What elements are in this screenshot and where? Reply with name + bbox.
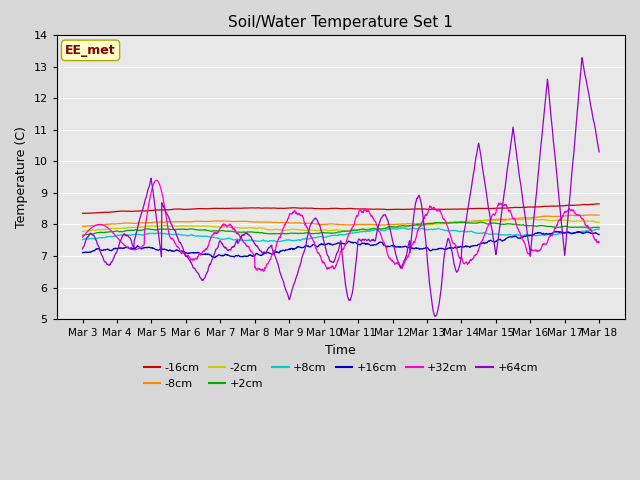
+64cm [578,55,586,60]
+16cm [140,245,147,251]
+32cm [118,240,126,246]
-8cm [119,220,127,226]
Line: -16cm: -16cm [83,204,599,214]
+16cm [551,228,559,234]
+32cm [79,234,86,240]
Line: +2cm: +2cm [83,222,599,235]
+8cm [595,227,603,232]
+2cm [79,232,87,238]
Legend: -16cm, -8cm, -2cm, +2cm, +8cm, +16cm, +32cm, +64cm: -16cm, -8cm, -2cm, +2cm, +8cm, +16cm, +3… [139,359,543,393]
-2cm [528,216,536,222]
+32cm [309,238,317,243]
+16cm [309,242,317,248]
+16cm [318,241,326,247]
Line: -8cm: -8cm [83,215,599,227]
+8cm [298,237,306,242]
+2cm [298,230,306,236]
+64cm [79,246,86,252]
+8cm [79,237,86,242]
+32cm [260,268,268,274]
+16cm [211,255,219,261]
-16cm [373,206,381,212]
-8cm [309,220,317,226]
-8cm [595,212,603,218]
+32cm [595,239,603,245]
+32cm [140,242,147,248]
+64cm [298,255,305,261]
+2cm [477,219,484,225]
-2cm [318,227,326,233]
-2cm [298,227,305,233]
-16cm [79,210,86,216]
+2cm [309,231,317,237]
-16cm [140,208,148,214]
-2cm [140,224,147,230]
-16cm [298,205,306,211]
+8cm [118,232,126,238]
Y-axis label: Temperature (C): Temperature (C) [15,126,28,228]
+2cm [318,230,326,236]
Line: +32cm: +32cm [83,180,599,271]
+8cm [397,225,405,231]
+64cm [318,229,326,235]
+64cm [595,149,603,155]
Line: +16cm: +16cm [83,231,599,258]
Text: EE_met: EE_met [65,44,116,57]
-8cm [79,223,86,229]
-2cm [79,228,86,234]
-2cm [118,225,126,231]
+64cm [372,231,380,237]
+32cm [152,178,160,183]
-16cm [318,206,326,212]
+16cm [373,241,381,247]
-16cm [119,208,127,214]
+16cm [118,245,126,251]
-16cm [309,205,317,211]
+8cm [373,227,381,233]
-2cm [308,227,316,233]
-16cm [594,201,602,207]
+64cm [431,313,439,319]
-8cm [373,222,381,228]
-8cm [318,222,326,228]
+64cm [118,233,126,239]
-2cm [372,227,380,232]
Line: +8cm: +8cm [83,228,599,242]
-2cm [595,219,603,225]
+32cm [373,224,381,229]
+8cm [273,239,281,245]
+8cm [309,235,317,240]
+64cm [140,204,147,209]
-16cm [79,211,87,216]
-8cm [79,224,87,229]
+2cm [79,232,86,238]
-16cm [595,201,603,207]
+2cm [595,225,603,230]
+16cm [298,245,306,251]
+32cm [319,260,326,265]
+8cm [318,234,326,240]
Line: -2cm: -2cm [83,219,599,231]
+2cm [119,228,127,234]
Line: +64cm: +64cm [83,58,599,316]
+64cm [308,218,316,224]
+16cm [595,231,603,237]
+2cm [140,227,148,232]
X-axis label: Time: Time [326,344,356,357]
-8cm [140,220,148,226]
+32cm [299,213,307,218]
-8cm [588,212,595,217]
+2cm [373,226,381,232]
Title: Soil/Water Temperature Set 1: Soil/Water Temperature Set 1 [228,15,453,30]
+8cm [140,232,147,238]
+16cm [79,250,86,255]
-8cm [298,220,306,226]
